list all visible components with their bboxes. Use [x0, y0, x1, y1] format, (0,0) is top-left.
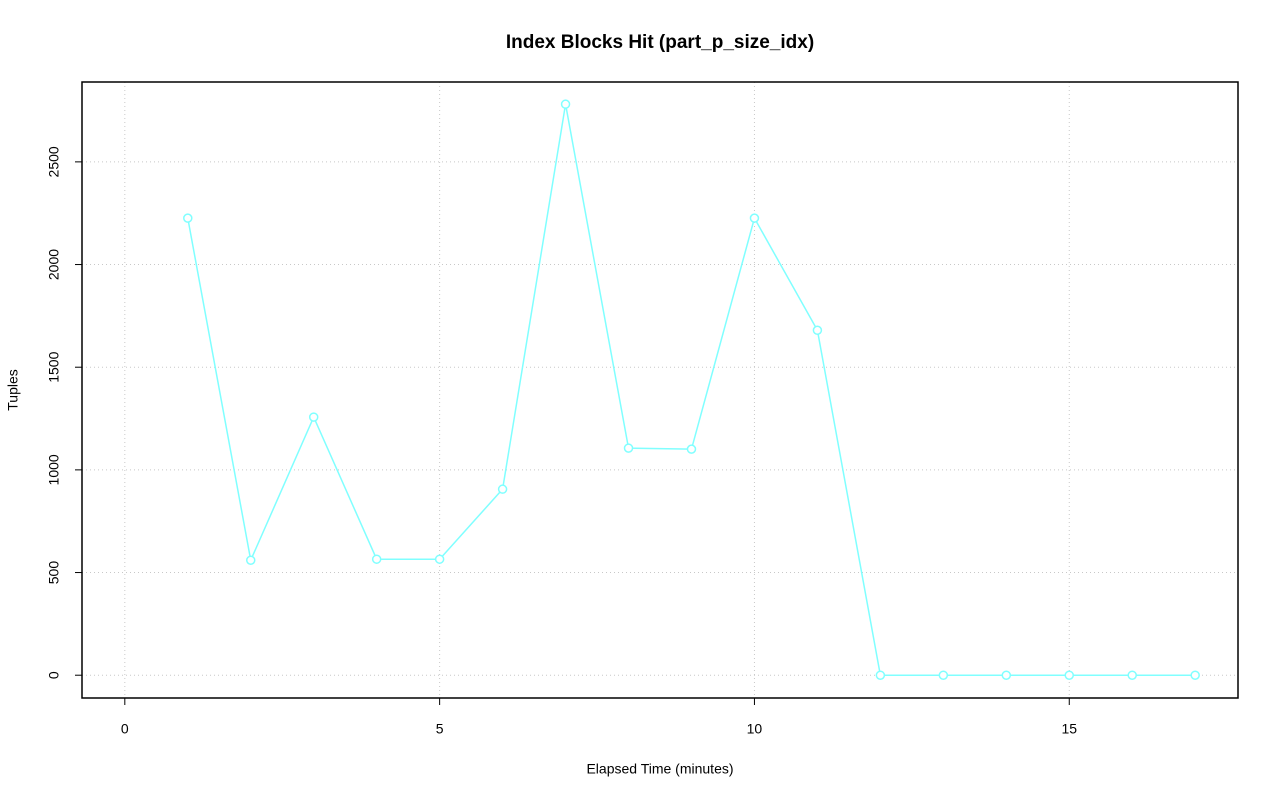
- data-line: [187, 104, 1196, 676]
- y-tick-label: 1500: [46, 351, 62, 382]
- data-point: [497, 484, 508, 494]
- data-point: [875, 670, 886, 680]
- data-point: [686, 444, 697, 454]
- data-point: [812, 325, 823, 335]
- y-tick-label: 0: [46, 671, 62, 679]
- data-point: [245, 555, 256, 565]
- y-tick-label: 1000: [46, 454, 62, 485]
- x-tick-label: 0: [121, 721, 129, 737]
- data-point: [1001, 670, 1012, 680]
- data-point: [560, 99, 571, 109]
- data-point: [1127, 670, 1137, 680]
- y-axis-label: Tuples: [5, 369, 21, 411]
- y-tick-label: 500: [46, 561, 62, 585]
- y-tick-label: 2000: [46, 249, 62, 280]
- data-point: [183, 213, 193, 223]
- data-point: [308, 412, 319, 422]
- data-point: [1064, 670, 1075, 680]
- x-tick-label: 10: [747, 721, 763, 737]
- y-tick-label: 2500: [46, 146, 62, 177]
- data-point: [371, 554, 382, 564]
- data-point: [749, 213, 760, 223]
- x-tick-label: 5: [436, 721, 444, 737]
- x-axis-label: Elapsed Time (minutes): [586, 761, 733, 777]
- chart-title: Index Blocks Hit (part_p_size_idx): [506, 32, 814, 53]
- data-point: [938, 670, 949, 680]
- data-point: [434, 554, 445, 564]
- data-point: [623, 443, 634, 453]
- x-tick-label: 15: [1061, 721, 1077, 737]
- plot-frame: [81, 81, 1239, 699]
- data-point: [1190, 670, 1200, 680]
